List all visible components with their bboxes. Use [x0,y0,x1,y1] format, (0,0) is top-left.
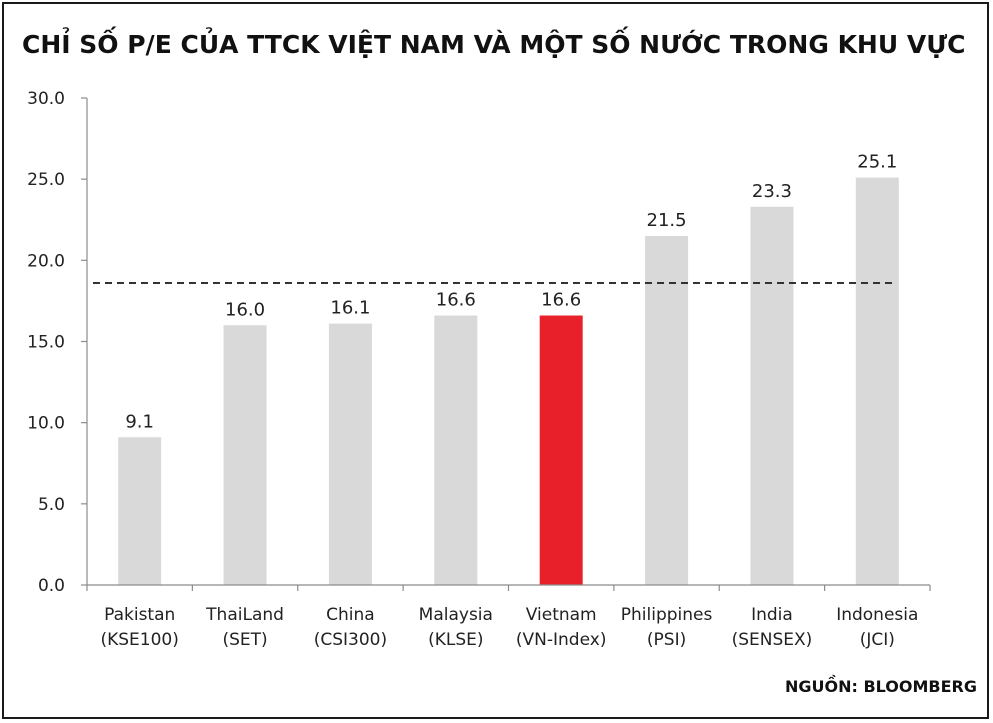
bar [539,315,583,585]
x-tick-label: (PSI) [647,630,686,650]
x-tick-label: Malaysia [419,605,493,625]
data-label: 16.1 [330,298,370,319]
x-tick-label: (CSI300) [314,630,387,650]
x-tick-label: China [326,605,375,625]
data-label: 16.6 [436,290,476,311]
bar [434,315,478,585]
y-tick-label: 30.0 [27,89,65,109]
data-label: 9.1 [125,411,154,432]
x-tick-label: (KSE100) [100,630,178,650]
x-tick-label: Vietnam [526,605,597,625]
x-tick-label: Indonesia [836,605,918,625]
bars [118,177,899,585]
x-tick-label: (VN-Index) [516,630,607,650]
data-label: 16.0 [225,299,265,320]
y-tick-label: 5.0 [38,495,65,515]
data-label: 21.5 [647,210,687,231]
data-label: 23.3 [752,181,792,202]
data-labels: 9.1 16.0 16.1 16.6 16.6 21.5 23.3 25.1 [125,152,897,433]
y-tick-label: 20.0 [27,251,65,271]
y-axis: 0.0 5.0 10.0 15.0 20.0 25.0 30.0 [27,89,88,596]
x-tick-label: India [751,605,793,625]
x-tick-label: (KLSE) [428,630,483,650]
bar [645,235,689,585]
chart-title: CHỈ SỐ P/E CỦA TTCK VIỆT NAM VÀ MỘT SỐ N… [22,30,966,59]
x-tick-label: (SENSEX) [732,630,813,650]
bar [118,437,162,585]
y-tick-label: 10.0 [27,414,65,434]
data-label: 16.6 [541,290,581,311]
x-tick-label: (JCI) [860,630,895,650]
y-tick-label: 25.0 [27,170,65,190]
x-tick-label: Philippines [621,605,713,625]
y-tick-label: 15.0 [27,333,65,353]
y-tick-label: 0.0 [38,576,65,596]
bar [223,325,267,585]
x-tick-label: (SET) [222,630,267,650]
bar [328,323,372,585]
x-axis: Pakistan (KSE100) ThaiLand (SET) China (CSI30… [86,584,931,650]
bar [750,206,794,585]
bar [855,177,899,585]
data-label: 25.1 [857,152,897,173]
source-note: NGUỒN: BLOOMBERG [785,677,977,696]
x-tick-label: Pakistan [104,605,175,625]
x-tick-label: ThaiLand [205,605,284,625]
